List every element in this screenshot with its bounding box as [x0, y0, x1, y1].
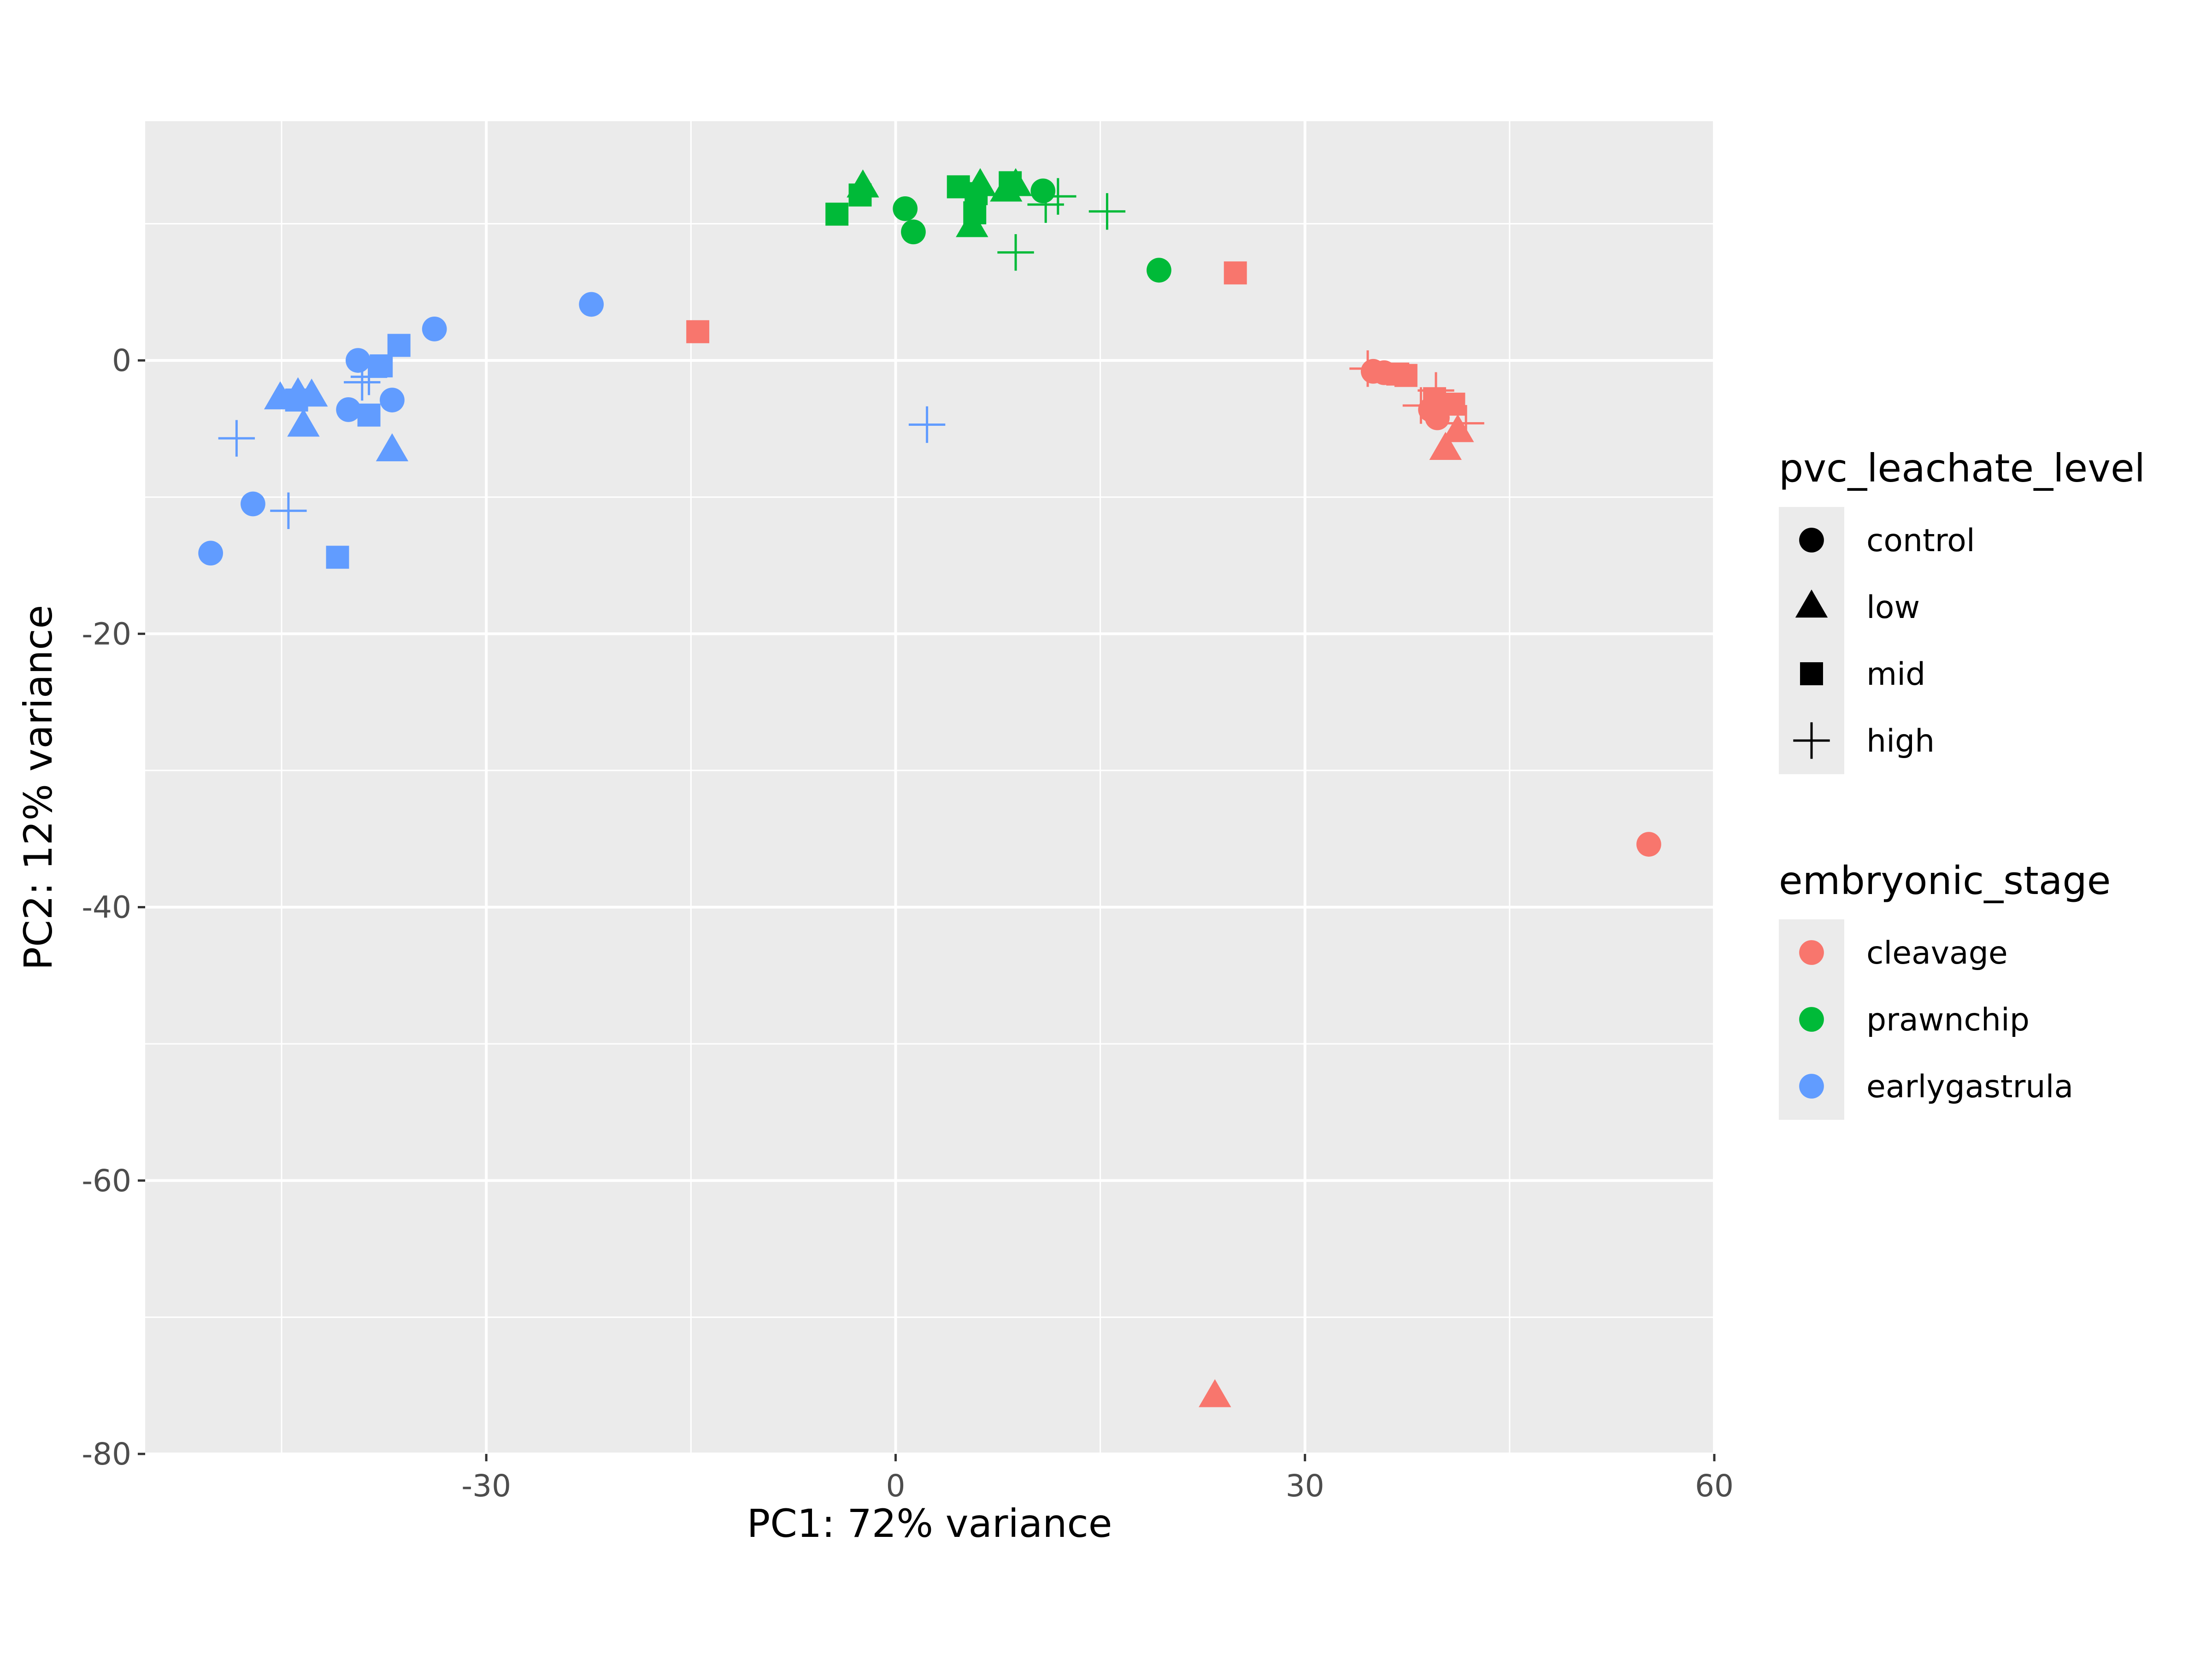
point-prawnchip-circle: [1030, 178, 1056, 204]
point-cleavage-circle: [1636, 832, 1661, 857]
x-tick-label: 0: [886, 1468, 905, 1504]
point-prawnchip-plus: [1040, 178, 1077, 215]
point-cleavage-square: [1442, 393, 1465, 416]
y-tick-label: -80: [82, 1436, 131, 1472]
color-legend-label: prawnchip: [1866, 1002, 2030, 1038]
point-prawnchip-circle: [901, 219, 926, 245]
y-tick-label: -60: [82, 1163, 131, 1199]
point-earlygastrula-square: [387, 334, 411, 357]
y-tick-label: 0: [112, 343, 131, 378]
point-cleavage-triangle: [1429, 432, 1462, 460]
y-tick-label: -40: [82, 890, 131, 925]
point-earlygastrula-triangle: [287, 408, 320, 437]
point-earlygastrula-circle: [380, 388, 405, 412]
color-legend-key-prawnchip: [1799, 1007, 1824, 1032]
shape-legend-key-low: [1795, 589, 1828, 618]
color-legend-key-earlygastrula: [1799, 1074, 1824, 1099]
point-prawnchip-square: [999, 171, 1022, 194]
point-earlygastrula-circle: [241, 491, 265, 517]
y-axis-title: PC2: 12% variance: [16, 605, 61, 971]
shape-legend-label: mid: [1866, 656, 1925, 693]
shape-legend-label: control: [1866, 523, 1975, 559]
point-earlygastrula-plus: [344, 364, 381, 401]
y-tick-label: -20: [82, 616, 131, 652]
point-earlygastrula-plus: [270, 492, 307, 529]
point-earlygastrula-plus: [350, 358, 388, 395]
shape-legend-key-high: [1793, 722, 1830, 759]
point-earlygastrula-circle: [336, 397, 361, 422]
point-earlygastrula-square: [285, 388, 308, 412]
point-earlygastrula-circle: [198, 541, 224, 566]
point-earlygastrula-triangle: [376, 433, 409, 461]
point-cleavage-plus: [1418, 372, 1454, 409]
color-legend-label: cleavage: [1866, 935, 2008, 971]
point-earlygastrula-circle: [422, 316, 447, 341]
data-points: [198, 168, 1661, 1407]
color-legend-key-cleavage: [1799, 940, 1824, 965]
shape-legend-label: low: [1866, 589, 1920, 626]
x-tick-label: 30: [1286, 1468, 1324, 1504]
point-cleavage-square: [1224, 261, 1247, 285]
shape-legend-key-mid: [1800, 662, 1823, 685]
point-cleavage-square: [1394, 364, 1418, 387]
point-earlygastrula-square: [370, 354, 393, 377]
point-prawnchip-circle: [893, 196, 918, 221]
shape-legend-title: pvc_leachate_level: [1779, 446, 2145, 491]
axes: -30 0 30 60 0 -20 -40 -60 -80: [82, 343, 1734, 1504]
point-earlygastrula-plus: [218, 420, 255, 457]
point-prawnchip-square: [825, 202, 849, 226]
point-prawnchip-plus: [997, 234, 1034, 271]
point-earlygastrula-plus: [908, 406, 946, 443]
point-cleavage-plus: [1447, 405, 1484, 442]
point-prawnchip-square: [965, 182, 988, 206]
x-axis-title: PC1: 72% variance: [747, 1501, 1112, 1546]
grid-lines: [145, 121, 1716, 1455]
point-prawnchip-circle: [1147, 258, 1171, 283]
point-prawnchip-square: [848, 183, 872, 207]
point-cleavage-plus: [1402, 387, 1440, 424]
point-earlygastrula-circle: [346, 348, 371, 373]
shape-legend-key-control: [1799, 528, 1824, 553]
point-earlygastrula-circle: [579, 292, 604, 317]
point-prawnchip-plus: [1088, 193, 1126, 230]
point-cleavage-square: [686, 320, 710, 343]
color-legend-label: earlygastrula: [1866, 1069, 2073, 1105]
point-cleavage-triangle: [1199, 1379, 1231, 1407]
x-tick-label: -30: [461, 1468, 511, 1504]
x-tick-label: 60: [1695, 1468, 1734, 1504]
point-cleavage-plus: [1349, 350, 1386, 387]
point-earlygastrula-square: [357, 403, 381, 427]
point-earlygastrula-square: [326, 546, 349, 569]
plot-panel: [145, 121, 1714, 1454]
color-legend-title: embryonic_stage: [1779, 858, 2111, 903]
shape-legend-label: high: [1866, 723, 1935, 759]
